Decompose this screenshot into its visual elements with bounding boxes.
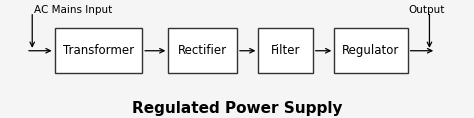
Bar [334, 28, 408, 73]
Text: Rectifier: Rectifier [178, 44, 227, 57]
Text: Regulated Power Supply: Regulated Power Supply [132, 101, 342, 116]
Text: Output: Output [409, 5, 445, 15]
Text: AC Mains Input: AC Mains Input [34, 5, 112, 15]
Bar [258, 28, 313, 73]
Bar [168, 28, 237, 73]
Text: Regulator: Regulator [342, 44, 400, 57]
Text: Filter: Filter [271, 44, 301, 57]
Bar [55, 28, 142, 73]
Text: Transformer: Transformer [63, 44, 134, 57]
